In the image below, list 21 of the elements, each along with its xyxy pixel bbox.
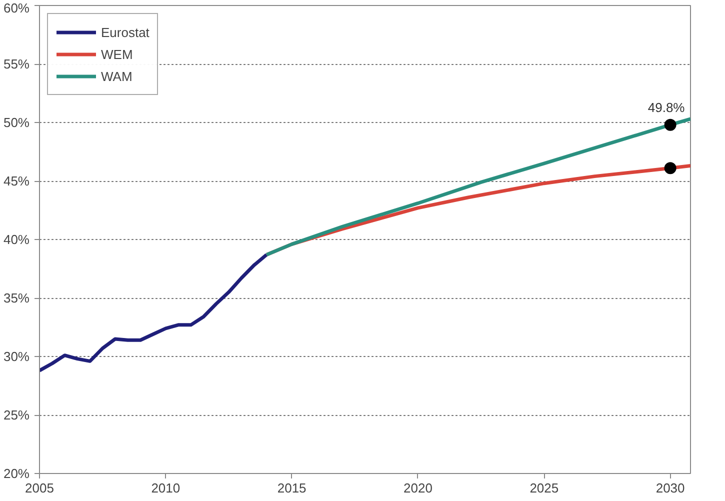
x-tick-label: 2015: [277, 480, 306, 496]
y-tick-label: 35%: [3, 290, 30, 306]
y-tick-label: 60%: [3, 0, 30, 16]
x-tick-label: 2030: [656, 480, 685, 496]
y-tick-label: 40%: [3, 232, 30, 247]
x-tick-label: 2020: [404, 480, 432, 496]
legend-label: WEM: [101, 46, 133, 62]
y-tick-label: 20%: [3, 466, 30, 481]
y-tick-label: 50%: [3, 115, 30, 130]
x-tick-label: 2010: [151, 480, 180, 496]
y-tick-label: 45%: [3, 174, 30, 188]
legend-label: WAM: [101, 68, 132, 84]
x-tick-label: 2025: [530, 480, 559, 496]
x-tick-label: 2005: [25, 480, 54, 496]
legend-label: Eurostat: [101, 24, 150, 40]
line-series: [264, 117, 690, 256]
y-tick-label: 55%: [3, 56, 30, 72]
y-tick-label: 30%: [3, 349, 30, 364]
annotation: 49.8%: [648, 100, 686, 115]
line-series: [40, 252, 268, 372]
y-tick-label: 25%: [3, 408, 30, 422]
